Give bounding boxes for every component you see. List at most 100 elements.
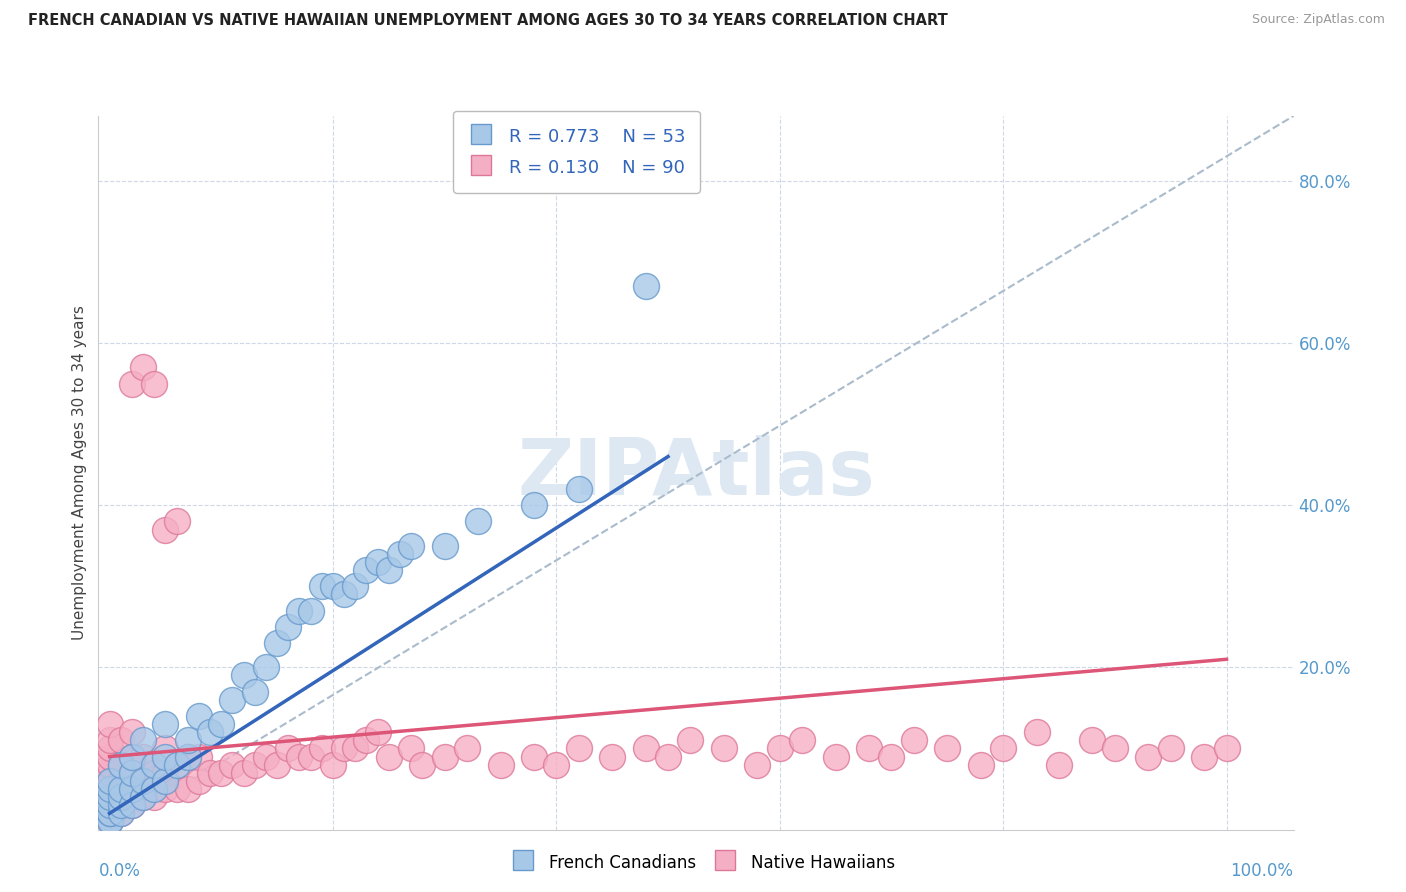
Point — [433, 539, 456, 553]
Point — [143, 765, 166, 780]
Point — [378, 563, 401, 577]
Point — [388, 547, 411, 561]
Point — [121, 790, 143, 805]
Point — [132, 773, 155, 788]
Point — [209, 717, 232, 731]
Point — [568, 482, 591, 496]
Point — [155, 782, 177, 797]
Point — [747, 757, 769, 772]
Point — [98, 806, 121, 821]
Point — [98, 765, 121, 780]
Point — [399, 539, 422, 553]
Point — [98, 806, 121, 821]
Text: FRENCH CANADIAN VS NATIVE HAWAIIAN UNEMPLOYMENT AMONG AGES 30 TO 34 YEARS CORREL: FRENCH CANADIAN VS NATIVE HAWAIIAN UNEMP… — [28, 13, 948, 29]
Point — [1025, 725, 1047, 739]
Text: Source: ZipAtlas.com: Source: ZipAtlas.com — [1251, 13, 1385, 27]
Point — [121, 749, 143, 764]
Point — [98, 733, 121, 747]
Point — [824, 749, 846, 764]
Point — [98, 790, 121, 805]
Point — [288, 749, 311, 764]
Point — [98, 798, 121, 813]
Point — [155, 741, 177, 756]
Point — [110, 806, 132, 821]
Point — [121, 773, 143, 788]
Point — [110, 798, 132, 813]
Point — [98, 814, 121, 829]
Point — [110, 757, 132, 772]
Point — [187, 749, 209, 764]
Point — [367, 725, 389, 739]
Point — [634, 741, 657, 756]
Point — [467, 515, 489, 529]
Y-axis label: Unemployment Among Ages 30 to 34 years: Unemployment Among Ages 30 to 34 years — [72, 305, 87, 640]
Point — [177, 782, 200, 797]
Point — [322, 757, 344, 772]
Point — [970, 757, 993, 772]
Point — [456, 741, 478, 756]
Point — [177, 749, 200, 764]
Point — [143, 790, 166, 805]
Point — [523, 498, 546, 512]
Point — [98, 741, 121, 756]
Legend: French Canadians, Native Hawaiians: French Canadians, Native Hawaiians — [503, 846, 903, 880]
Point — [243, 684, 266, 698]
Point — [378, 749, 401, 764]
Point — [98, 757, 121, 772]
Point — [187, 709, 209, 723]
Point — [679, 733, 702, 747]
Point — [713, 741, 735, 756]
Point — [221, 693, 243, 707]
Text: 100.0%: 100.0% — [1230, 862, 1294, 880]
Point — [121, 782, 143, 797]
Point — [232, 668, 254, 682]
Point — [132, 790, 155, 805]
Point — [98, 717, 121, 731]
Point — [166, 757, 188, 772]
Point — [991, 741, 1014, 756]
Point — [98, 773, 121, 788]
Point — [880, 749, 903, 764]
Point — [399, 741, 422, 756]
Point — [367, 555, 389, 569]
Point — [155, 749, 177, 764]
Point — [243, 757, 266, 772]
Point — [858, 741, 880, 756]
Point — [155, 765, 177, 780]
Point — [277, 741, 299, 756]
Point — [600, 749, 623, 764]
Point — [110, 782, 132, 797]
Point — [1047, 757, 1070, 772]
Text: ZIPAtlas: ZIPAtlas — [517, 434, 875, 511]
Point — [98, 782, 121, 797]
Point — [523, 749, 546, 764]
Point — [155, 523, 177, 537]
Point — [98, 814, 121, 829]
Point — [132, 773, 155, 788]
Point — [288, 604, 311, 618]
Point — [98, 790, 121, 805]
Point — [177, 749, 200, 764]
Point — [1215, 741, 1237, 756]
Point — [198, 725, 221, 739]
Point — [322, 579, 344, 593]
Point — [143, 757, 166, 772]
Point — [634, 279, 657, 293]
Point — [489, 757, 512, 772]
Point — [266, 757, 288, 772]
Point — [1104, 741, 1126, 756]
Point — [277, 620, 299, 634]
Point — [411, 757, 433, 772]
Point — [98, 773, 121, 788]
Point — [187, 773, 209, 788]
Point — [546, 757, 568, 772]
Point — [155, 773, 177, 788]
Legend: R = 0.773    N = 53, R = 0.130    N = 90: R = 0.773 N = 53, R = 0.130 N = 90 — [453, 111, 700, 193]
Point — [110, 806, 132, 821]
Point — [121, 798, 143, 813]
Point — [110, 790, 132, 805]
Point — [936, 741, 959, 756]
Point — [143, 782, 166, 797]
Point — [356, 733, 378, 747]
Point — [299, 604, 322, 618]
